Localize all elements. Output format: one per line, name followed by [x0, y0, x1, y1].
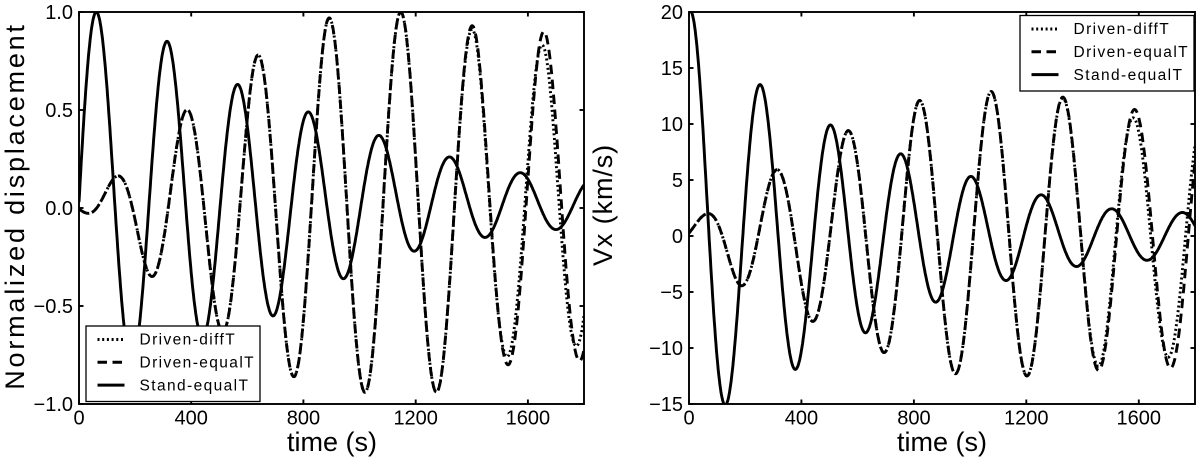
svg-text:−1.0: −1.0 [34, 394, 73, 416]
svg-text:400: 400 [785, 408, 818, 430]
svg-text:1.0: 1.0 [45, 2, 73, 24]
svg-text:Stand-equalT: Stand-equalT [1074, 67, 1184, 84]
svg-text:0: 0 [683, 408, 694, 430]
svg-text:Stand-equalT: Stand-equalT [140, 377, 250, 394]
svg-text:1600: 1600 [506, 408, 551, 430]
svg-text:800: 800 [287, 408, 320, 430]
svg-text:Vx (km/s): Vx (km/s) [588, 144, 618, 266]
svg-text:time (s): time (s) [287, 427, 377, 457]
svg-text:20: 20 [661, 2, 683, 24]
svg-text:5: 5 [672, 170, 683, 192]
svg-text:1600: 1600 [1117, 408, 1162, 430]
svg-text:−5: −5 [660, 282, 683, 304]
svg-text:time (s): time (s) [897, 427, 987, 457]
svg-text:1200: 1200 [393, 408, 438, 430]
svg-text:Driven-equalT: Driven-equalT [140, 355, 256, 372]
svg-text:Driven-diffT: Driven-diffT [1074, 21, 1171, 38]
svg-text:0.5: 0.5 [45, 100, 73, 122]
svg-text:15: 15 [661, 58, 683, 80]
svg-text:Driven-diffT: Driven-diffT [140, 332, 237, 349]
svg-text:0: 0 [672, 226, 683, 248]
svg-text:−15: −15 [649, 394, 683, 416]
svg-text:0: 0 [73, 408, 84, 430]
svg-text:1200: 1200 [1004, 408, 1049, 430]
svg-text:400: 400 [175, 408, 208, 430]
svg-text:800: 800 [897, 408, 930, 430]
svg-text:Normalized displacement: Normalized displacement [0, 22, 30, 390]
svg-text:10: 10 [661, 114, 683, 136]
svg-text:Driven-equalT: Driven-equalT [1074, 44, 1190, 61]
svg-text:−10: −10 [649, 338, 683, 360]
svg-text:−0.5: −0.5 [34, 296, 73, 318]
svg-text:0.0: 0.0 [45, 198, 73, 220]
